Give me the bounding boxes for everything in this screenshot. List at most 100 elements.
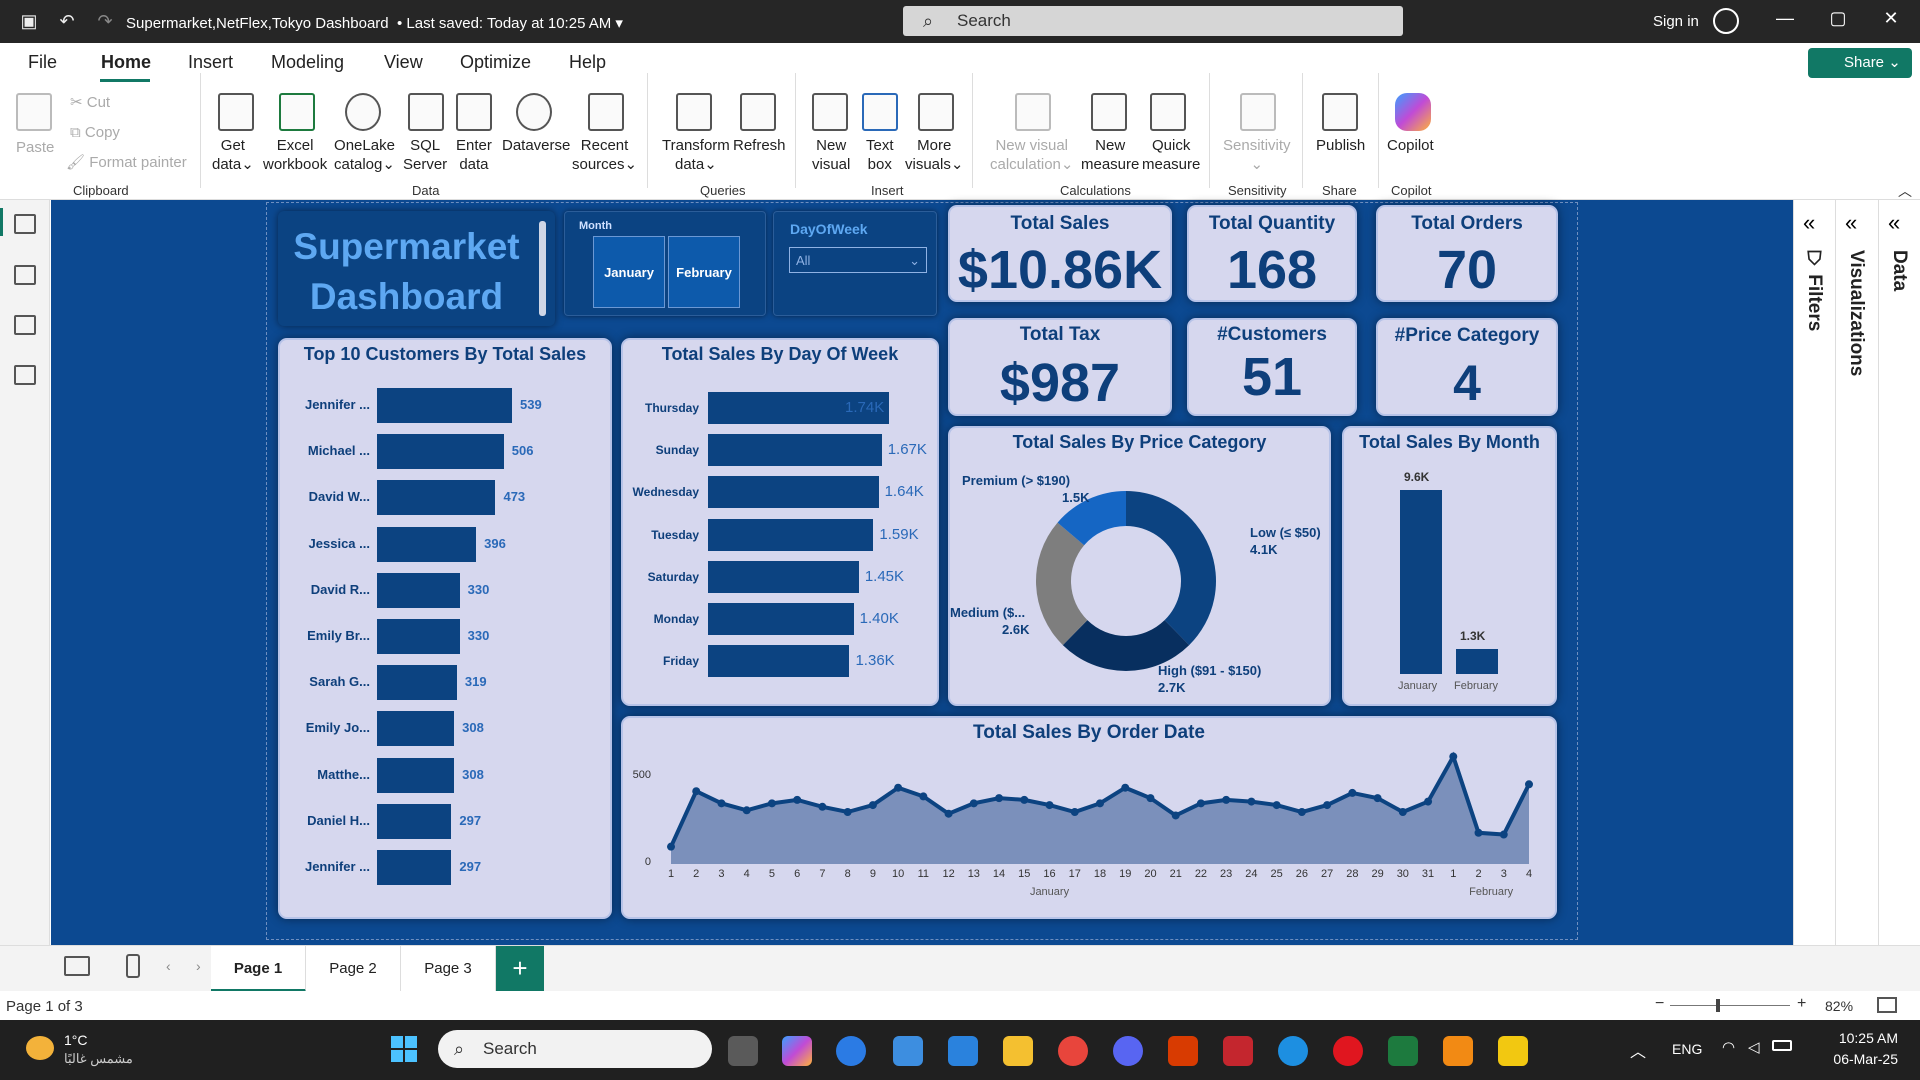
area-point[interactable] — [1196, 799, 1205, 808]
area-point[interactable] — [692, 787, 701, 796]
zoom-slider-thumb[interactable] — [1716, 999, 1720, 1012]
save-icon[interactable]: ▣ — [20, 10, 38, 31]
opera-icon[interactable] — [1333, 1036, 1363, 1066]
month-option-february[interactable]: February — [668, 236, 740, 308]
mobile-layout-icon[interactable] — [126, 954, 140, 978]
fit-to-page-icon[interactable] — [1877, 997, 1897, 1013]
area-point[interactable] — [1297, 808, 1306, 816]
zoom-out-icon[interactable]: − — [1655, 995, 1665, 1012]
taskbar-search[interactable]: ⌕ Search — [438, 1030, 712, 1068]
area-point[interactable] — [919, 792, 928, 801]
powerbi-icon[interactable] — [1498, 1036, 1528, 1066]
area-point[interactable] — [793, 795, 802, 804]
dataverse-button[interactable]: Dataverse — [502, 137, 571, 154]
tray-chevron-icon[interactable]: ︿ — [1630, 1044, 1647, 1061]
tab-page-2[interactable]: Page 2 — [306, 946, 401, 992]
zoom-in-icon[interactable]: + — [1797, 995, 1807, 1012]
area-point[interactable] — [969, 799, 978, 808]
dayofweek-dropdown[interactable]: All ⌄ — [789, 247, 927, 273]
area-point[interactable] — [818, 802, 827, 811]
onelake-catalog-button[interactable]: OneLake catalog⌄ — [334, 137, 395, 173]
area-point[interactable] — [1474, 828, 1483, 837]
donut-slice[interactable] — [1036, 522, 1088, 646]
file-explorer-icon[interactable] — [1003, 1036, 1033, 1066]
copy-button[interactable]: ⧉ Copy — [70, 124, 120, 141]
price-category-chart[interactable]: Total Sales By Price Category Low (≤ $50… — [948, 426, 1331, 706]
copilot-app-icon[interactable] — [782, 1036, 812, 1066]
start-icon[interactable] — [391, 1036, 417, 1062]
donut-slice[interactable] — [1126, 491, 1216, 646]
text-box-button[interactable]: Text box — [866, 137, 894, 173]
area-point[interactable] — [667, 842, 675, 851]
zoom-slider[interactable] — [1670, 1005, 1790, 1006]
edge-icon[interactable] — [836, 1036, 866, 1066]
office-icon[interactable] — [1168, 1036, 1198, 1066]
area-point[interactable] — [767, 799, 776, 808]
sales-by-month-chart[interactable]: Total Sales By Month 9.6K January 1.3K Febr… — [1342, 426, 1557, 706]
model-view-icon[interactable] — [14, 315, 36, 335]
area-point[interactable] — [894, 783, 903, 792]
get-data-button[interactable]: Get data⌄ — [212, 137, 254, 173]
vscode-icon[interactable] — [948, 1036, 978, 1066]
menu-home[interactable]: Home — [101, 52, 152, 72]
area-point[interactable] — [995, 794, 1004, 803]
paste-button[interactable]: Paste — [16, 139, 55, 156]
sign-in-link[interactable]: Sign in — [1653, 13, 1699, 30]
area-point[interactable] — [1323, 801, 1332, 810]
month-option-january[interactable]: January — [593, 236, 665, 308]
area-point[interactable] — [717, 799, 726, 808]
area-point[interactable] — [1222, 795, 1231, 804]
new-measure-button[interactable]: New measure — [1081, 137, 1140, 173]
area-point[interactable] — [868, 801, 877, 810]
excel-app-icon[interactable] — [1388, 1036, 1418, 1066]
tab-page-3[interactable]: Page 3 — [401, 946, 496, 992]
area-point[interactable] — [1247, 797, 1256, 806]
mail-icon[interactable] — [893, 1036, 923, 1066]
report-view-icon[interactable] — [14, 214, 36, 234]
refresh-button[interactable]: Refresh — [733, 137, 786, 154]
more-visuals-button[interactable]: More visuals⌄ — [905, 137, 964, 173]
tab-page-1[interactable]: Page 1 — [211, 946, 306, 992]
clock-date[interactable]: 06-Mar-25 — [1833, 1051, 1898, 1067]
search-box[interactable]: ⌕ Search — [903, 6, 1403, 36]
transform-data-button[interactable]: Transform data⌄ — [662, 137, 730, 173]
sql-server-button[interactable]: SQL Server — [403, 137, 448, 173]
area-point[interactable] — [742, 806, 751, 815]
area-point[interactable] — [944, 809, 953, 818]
area-point[interactable] — [1096, 799, 1104, 808]
area-point[interactable] — [1146, 794, 1155, 803]
avatar[interactable] — [1713, 8, 1739, 34]
maximize-icon[interactable]: ▢ — [1829, 8, 1847, 28]
clock-time[interactable]: 10:25 AM — [1838, 1030, 1898, 1046]
menu-help[interactable]: Help — [569, 52, 607, 72]
expand-visualizations-icon[interactable]: « — [1845, 210, 1858, 235]
menu-optimize[interactable]: Optimize — [460, 52, 532, 72]
filters-pane-label[interactable]: ⛉ Filters — [1804, 250, 1825, 332]
recorder-icon[interactable] — [1223, 1036, 1253, 1066]
language-indicator[interactable]: ENG — [1672, 1041, 1703, 1057]
quick-measure-button[interactable]: Quick measure — [1142, 137, 1201, 173]
vlc-icon[interactable] — [1443, 1036, 1473, 1066]
area-point[interactable] — [1525, 780, 1533, 789]
redo-icon[interactable]: ↷ — [97, 10, 113, 31]
area-point[interactable] — [1449, 752, 1458, 761]
share-button[interactable]: Share ⌄ — [1808, 48, 1912, 78]
task-view-icon[interactable] — [728, 1036, 758, 1066]
undo-icon[interactable]: ↶ — [59, 10, 75, 31]
weather-icon[interactable] — [26, 1036, 54, 1060]
battery-icon[interactable] — [1772, 1040, 1792, 1051]
menu-modeling[interactable]: Modeling — [271, 52, 345, 72]
discord-icon[interactable] — [1113, 1036, 1143, 1066]
sensitivity-button[interactable]: Sensitivity ⌄ — [1223, 137, 1291, 173]
visualizations-pane-label[interactable]: Visualizations — [1846, 250, 1867, 377]
dax-query-view-icon[interactable] — [14, 365, 36, 385]
top-customers-chart[interactable]: Top 10 Customers By Total Sales Jennifer… — [278, 338, 612, 919]
next-page-icon[interactable]: › — [196, 958, 201, 974]
publish-button[interactable]: Publish — [1316, 137, 1366, 154]
wifi-icon[interactable]: ◠ — [1722, 1039, 1736, 1056]
desktop-layout-icon[interactable] — [64, 956, 90, 976]
close-icon[interactable]: ✕ — [1883, 8, 1899, 28]
data-pane-label[interactable]: Data — [1889, 250, 1910, 292]
chrome-icon[interactable] — [1058, 1036, 1088, 1066]
menu-view[interactable]: View — [384, 52, 423, 72]
